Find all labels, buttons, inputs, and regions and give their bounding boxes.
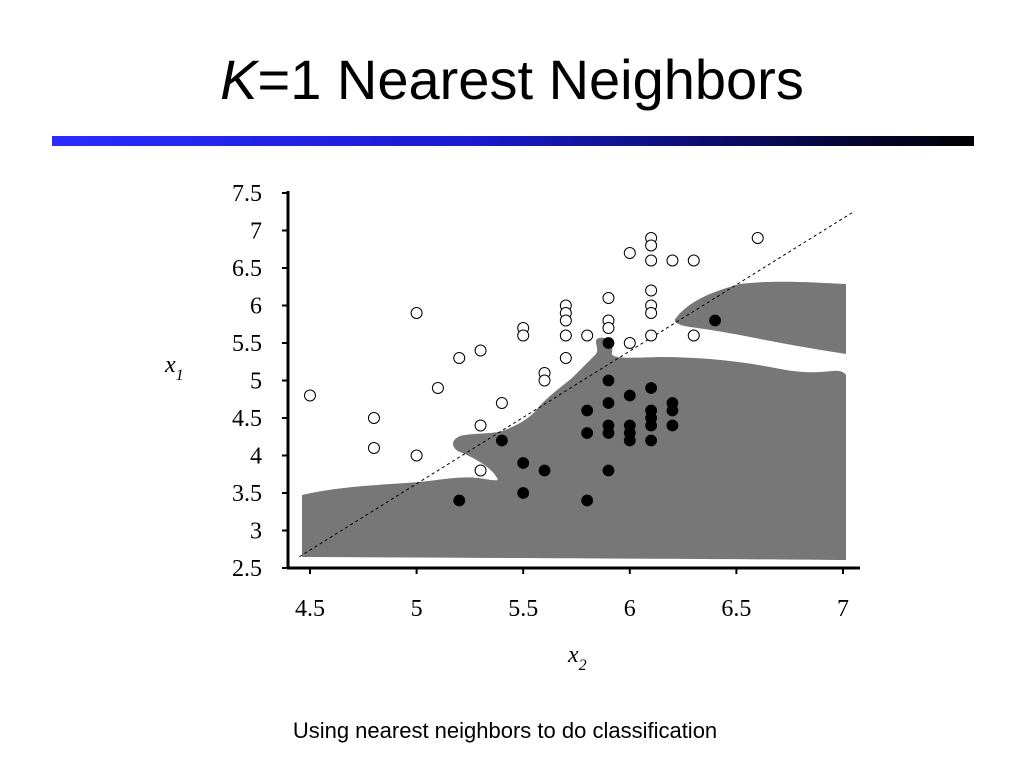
x-ticks: 4.5 5 5.5 6 6.5 7 (295, 568, 849, 622)
filled-point (602, 374, 615, 387)
title-k: K (220, 48, 258, 111)
x-tick-label: 5 (411, 596, 423, 622)
filled-point (645, 434, 658, 447)
filled-point (602, 337, 615, 349)
open-point (538, 374, 551, 387)
open-point (645, 254, 658, 267)
filled-point (602, 427, 615, 439)
filled-point (517, 487, 530, 499)
points-layer (304, 232, 764, 507)
filled-point (666, 419, 679, 432)
filled-point (623, 389, 636, 402)
filled-point (538, 464, 551, 477)
open-point (304, 389, 316, 402)
x-tick-label: 6.5 (721, 596, 751, 622)
open-point (367, 442, 380, 454)
x-tick-label: 6 (624, 596, 636, 622)
slide-title: K=1 Nearest Neighbors (0, 52, 1024, 108)
filled-point (602, 464, 615, 477)
y-tick-label: 4.5 (232, 406, 262, 432)
open-point (666, 254, 679, 267)
y-tick-label: 2.5 (232, 556, 262, 582)
open-point (559, 314, 572, 327)
y-tick-label: 6 (250, 294, 262, 320)
filled-point (602, 397, 615, 409)
y-tick-label: 3 (250, 519, 262, 545)
filled-point (453, 494, 466, 507)
open-point (495, 397, 508, 409)
open-point (602, 322, 615, 334)
open-point (751, 232, 764, 244)
open-point (645, 307, 658, 319)
filled-point (645, 419, 658, 432)
filled-point (495, 434, 508, 447)
title-rest: =1 Nearest Neighbors (257, 48, 804, 111)
open-point (645, 239, 658, 252)
filled-point (709, 314, 721, 327)
slide-caption: Using nearest neighbors to do classifica… (292, 718, 718, 743)
x-axis-label-main: x (567, 642, 579, 668)
x-tick-label: 5.5 (508, 596, 538, 622)
diagonal-line (299, 211, 854, 558)
y-tick-label: 5.5 (232, 331, 262, 357)
open-point (623, 247, 636, 259)
filled-point (581, 404, 594, 417)
open-point (645, 329, 658, 342)
x-axis-label: x2 (567, 642, 587, 674)
filled-point (666, 404, 679, 417)
open-point (474, 344, 487, 357)
open-point (410, 307, 423, 319)
y-tick-label: 5 (250, 369, 262, 395)
open-point (367, 412, 380, 424)
y-tick-label: 4 (250, 444, 262, 470)
open-point (623, 337, 636, 349)
x-tick-label: 4.5 (295, 596, 325, 622)
open-point (687, 254, 700, 267)
filled-point (623, 434, 636, 447)
x-tick-label: 7 (837, 596, 849, 622)
open-point (453, 352, 466, 364)
open-point (410, 449, 423, 462)
y-tick-label: 6.5 (232, 256, 262, 282)
open-point (517, 329, 530, 342)
y-axis-label: x1 (164, 352, 184, 384)
open-point (474, 464, 487, 477)
title-rule (52, 136, 974, 146)
open-point (645, 284, 658, 297)
open-point (559, 352, 572, 364)
decision-region (302, 281, 846, 560)
y-tick-label: 7 (250, 219, 262, 245)
filled-point (645, 382, 658, 394)
y-ticks: 7.5 7 6.5 6 5.5 5 4.5 4 3.5 3 2.5 (232, 181, 288, 582)
open-point (559, 329, 572, 342)
open-point (687, 329, 700, 342)
y-axis-label-main: x (164, 352, 176, 378)
open-point (581, 329, 594, 342)
y-tick-label: 3.5 (232, 481, 262, 507)
x-axis-label-sub: 2 (579, 657, 587, 674)
open-point (474, 419, 487, 432)
filled-point (581, 494, 594, 507)
open-point (602, 292, 615, 304)
y-tick-label: 7.5 (232, 181, 262, 207)
filled-point (517, 457, 530, 469)
open-point (431, 382, 444, 394)
filled-point (581, 427, 594, 439)
y-axis-label-sub: 1 (176, 367, 184, 384)
